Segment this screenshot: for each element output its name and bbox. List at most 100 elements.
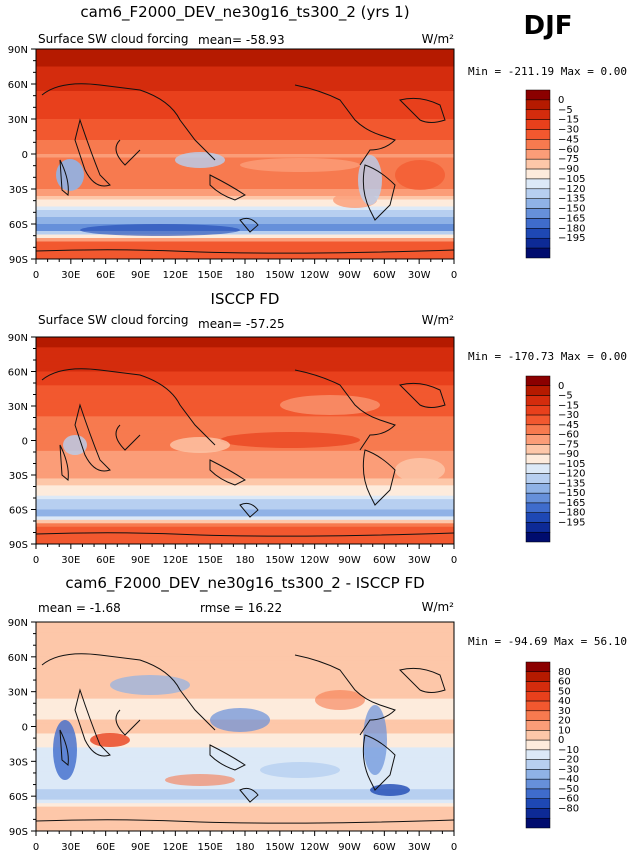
- lat-band: [36, 87, 454, 92]
- lat-band: [36, 136, 454, 141]
- lat-band: [36, 337, 454, 342]
- lat-band: [36, 457, 454, 462]
- lat-band: [36, 810, 454, 815]
- map-anomalies: [53, 675, 410, 796]
- colorbar-label: 40: [558, 696, 571, 707]
- panel-left-label: Surface SW cloud forcing: [38, 32, 189, 46]
- lat-band: [36, 523, 454, 528]
- lat-band: [36, 154, 454, 159]
- y-tick-label: 30N: [8, 402, 28, 413]
- lat-band: [36, 343, 454, 348]
- lat-band: [36, 488, 454, 493]
- colorbar-label: 20: [558, 716, 571, 727]
- lat-band: [36, 526, 454, 531]
- lat-band: [36, 347, 454, 352]
- lat-band: [36, 499, 454, 504]
- panel-units: W/m²: [422, 313, 455, 327]
- colorbar-label: −5: [558, 105, 573, 116]
- lat-band: [36, 115, 454, 120]
- panel-units: W/m²: [422, 600, 455, 614]
- colorbar-label: −150: [558, 204, 585, 215]
- lat-band: [36, 764, 454, 769]
- lat-band: [36, 185, 454, 190]
- lat-band: [36, 750, 454, 755]
- colorbar-box: [525, 700, 551, 712]
- lat-band: [36, 743, 454, 748]
- colorbar-label: −30: [558, 764, 579, 775]
- y-tick-label: 0: [22, 723, 28, 734]
- lat-band: [36, 702, 454, 707]
- lat-band: [36, 245, 454, 250]
- colorbar-box: [525, 405, 551, 416]
- lat-band: [36, 663, 454, 668]
- lat-band: [36, 357, 454, 362]
- lat-band: [36, 754, 454, 759]
- x-tick-label: 60W: [373, 270, 396, 281]
- colorbar-label: −150: [558, 488, 585, 499]
- lat-band: [36, 464, 454, 469]
- lat-band: [36, 381, 454, 386]
- lat-band: [36, 492, 454, 497]
- lat-band: [36, 238, 454, 243]
- map-frame: 0 30E 60E 90E 120E 150E 180 150W 120W 90W 60W 30W 09…: [8, 618, 457, 853]
- lat-band: [36, 768, 454, 773]
- lat-band: [36, 374, 454, 379]
- colorbar-box: [525, 188, 551, 199]
- lat-band: [36, 210, 454, 215]
- lat-band: [36, 140, 454, 145]
- colorbar-box: [525, 237, 551, 249]
- colorbar-label: −60: [558, 794, 579, 805]
- y-tick-label: 60N: [8, 368, 28, 379]
- lat-band: [36, 227, 454, 232]
- x-tick-label: 90W: [338, 842, 361, 853]
- x-tick-label: 180: [235, 842, 254, 853]
- colorbar-label: −5: [558, 391, 573, 402]
- x-tick-label: 0: [451, 555, 457, 566]
- colorbar-box: [525, 720, 551, 731]
- lat-band: [36, 122, 454, 127]
- colorbar-box: [525, 691, 551, 702]
- colorbar-box: [525, 168, 551, 180]
- lat-band: [36, 512, 454, 517]
- lat-band: [36, 447, 454, 452]
- x-tick-label: 150E: [197, 555, 222, 566]
- panel-center-label: rmse = 16.22: [200, 601, 282, 615]
- lat-band: [36, 368, 454, 373]
- colorbar-label: −30: [558, 125, 579, 136]
- lat-band: [36, 495, 454, 500]
- colorbar-label: −10: [558, 745, 579, 756]
- y-tick-label: 60N: [8, 653, 28, 664]
- lat-band: [36, 540, 454, 544]
- lat-band: [36, 639, 454, 644]
- lat-band: [36, 56, 454, 61]
- lat-band: [36, 530, 454, 535]
- colorbar-box: [525, 808, 551, 819]
- colorbar-box: [525, 129, 551, 140]
- colorbar-label: −120: [558, 184, 585, 195]
- coastlines: [36, 83, 454, 254]
- colorbar-label: −165: [558, 213, 585, 224]
- lat-band: [36, 52, 454, 57]
- lat-band: [36, 806, 454, 811]
- colorbar: 0−5−15−30−45−60−75−90−105−120−135−150−16…: [525, 89, 585, 259]
- colorbar-label: −75: [558, 154, 579, 165]
- lat-band: [36, 653, 454, 658]
- lat-band: [36, 340, 454, 345]
- map-field: [36, 49, 454, 259]
- colorbar-box: [525, 89, 551, 101]
- x-tick-label: 90W: [338, 555, 361, 566]
- lat-band: [36, 740, 454, 745]
- lat-band: [36, 112, 454, 117]
- lat-band: [36, 66, 454, 71]
- panel-title: ISCCP FD: [211, 290, 280, 308]
- lat-band: [36, 147, 454, 152]
- colorbar-box: [525, 749, 551, 760]
- lat-band: [36, 519, 454, 524]
- panel-difference: cam6_F2000_DEV_ne30g16_ts300_2 - ISCCP F…: [8, 574, 627, 853]
- lat-band: [36, 537, 454, 542]
- lat-band: [36, 799, 454, 804]
- x-tick-label: 60W: [373, 555, 396, 566]
- lat-band: [36, 217, 454, 222]
- panel-minmax: Min = -94.69 Max = 56.10: [468, 635, 627, 648]
